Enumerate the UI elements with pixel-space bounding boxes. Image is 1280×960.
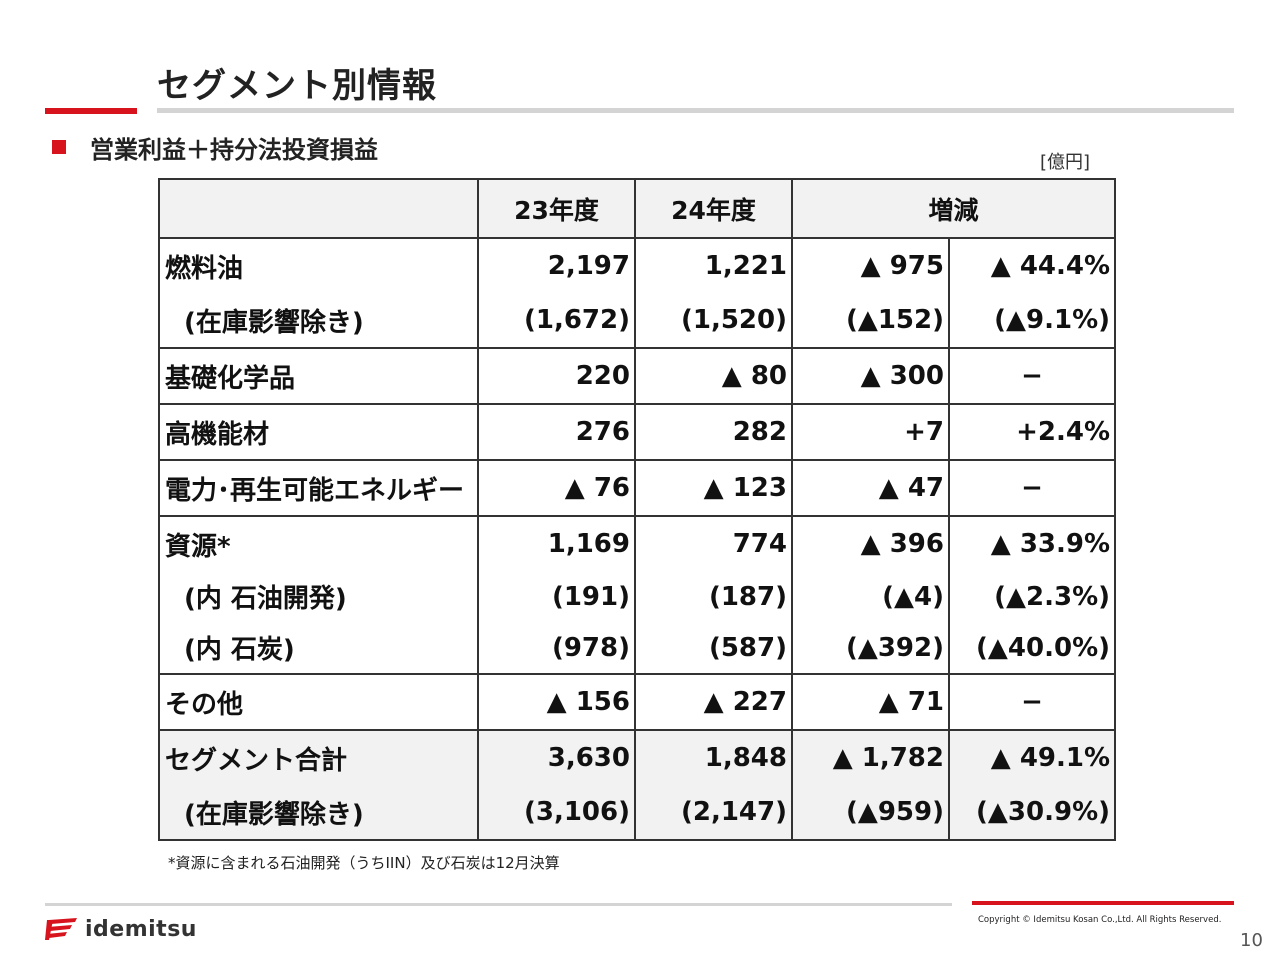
idemitsu-logo-icon <box>45 918 77 940</box>
header-segment <box>158 178 479 239</box>
fy23-value: 276 <box>477 403 636 460</box>
fy24-value: 774 <box>634 515 793 571</box>
header-fy23: 23年度 <box>477 178 636 239</box>
fy23-value: (978) <box>477 622 636 674</box>
fy24-value: (2,147) <box>634 785 793 841</box>
change-percent: (▲9.1%) <box>947 293 1117 348</box>
fy23-value: 3,630 <box>477 729 636 785</box>
table-row: 燃料油 2,197 1,221 ▲ 975 ▲ 44.4% <box>158 237 1117 293</box>
fy24-value: (187) <box>634 571 793 622</box>
table-row: その他 ▲ 156 ▲ 227 ▲ 71 − <box>158 673 1117 730</box>
fy23-value: 1,169 <box>477 515 636 571</box>
fy24-value: ▲ 227 <box>634 673 793 730</box>
change-percent: ▲ 49.1% <box>947 729 1117 785</box>
page-number: 10 <box>1240 930 1263 951</box>
unit-label: [億円] <box>1040 152 1091 173</box>
company-logo: idemitsu <box>45 916 197 942</box>
row-label: (内 石炭) <box>158 622 479 674</box>
fy23-value: 2,197 <box>477 237 636 293</box>
change-percent: ▲ 33.9% <box>947 515 1117 571</box>
row-label: 高機能材 <box>158 403 479 460</box>
segment-table: 23年度 24年度 増減 燃料油 2,197 1,221 ▲ 975 ▲ 44.… <box>158 178 1117 841</box>
header-change: 増減 <box>790 178 1117 239</box>
copyright: Copyright © Idemitsu Kosan Co.,Ltd. All … <box>978 915 1222 925</box>
row-label: セグメント合計 <box>158 729 479 785</box>
section-title: 営業利益＋持分法投資損益 <box>90 136 378 164</box>
footer-accent-bar <box>972 901 1234 905</box>
fy24-value: (1,520) <box>634 293 793 348</box>
change-percent: (▲2.3%) <box>947 571 1117 622</box>
row-label: 電力･再生可能エネルギー <box>158 459 479 516</box>
row-label: 基礎化学品 <box>158 347 479 404</box>
fy24-value: ▲ 80 <box>634 347 793 404</box>
change-value: ▲ 71 <box>791 673 950 730</box>
table-row: (内 石油開発) (191) (187) (▲4) (▲2.3%) <box>158 571 1117 622</box>
footer-divider <box>45 903 952 906</box>
fy24-value: ▲ 123 <box>634 459 793 516</box>
page-title: セグメント別情報 <box>157 66 437 106</box>
change-percent: − <box>947 673 1117 730</box>
change-value: ▲ 300 <box>791 347 950 404</box>
fy23-value: ▲ 156 <box>477 673 636 730</box>
change-percent: (▲30.9%) <box>947 785 1117 841</box>
table-row-total: セグメント合計 3,630 1,848 ▲ 1,782 ▲ 49.1% <box>158 729 1117 785</box>
title-divider <box>157 108 1234 113</box>
table-row: 基礎化学品 220 ▲ 80 ▲ 300 − <box>158 347 1117 404</box>
row-label: 資源* <box>158 515 479 571</box>
table-row: 電力･再生可能エネルギー ▲ 76 ▲ 123 ▲ 47 − <box>158 459 1117 516</box>
change-value: ▲ 1,782 <box>791 729 950 785</box>
fy23-value: (1,672) <box>477 293 636 348</box>
fy24-value: (587) <box>634 622 793 674</box>
fy23-value: (191) <box>477 571 636 622</box>
table-row: (内 石炭) (978) (587) (▲392) (▲40.0%) <box>158 622 1117 674</box>
footnote: *資源に含まれる石油開発（うちIIN）及び石炭は12月決算 <box>168 854 560 872</box>
fy23-value: 220 <box>477 347 636 404</box>
title-accent-bar <box>45 108 137 114</box>
change-value: ▲ 396 <box>791 515 950 571</box>
section-bullet-icon <box>52 140 66 154</box>
change-percent: +2.4% <box>947 403 1117 460</box>
change-percent: − <box>947 347 1117 404</box>
fy24-value: 1,848 <box>634 729 793 785</box>
fy23-value: (3,106) <box>477 785 636 841</box>
change-value: (▲392) <box>791 622 950 674</box>
row-label: (在庫影響除き) <box>158 293 479 348</box>
fy24-value: 1,221 <box>634 237 793 293</box>
table-row-total-excl: (在庫影響除き) (3,106) (2,147) (▲959) (▲30.9%) <box>158 785 1117 841</box>
row-label: その他 <box>158 673 479 730</box>
row-label: (在庫影響除き) <box>158 785 479 841</box>
row-label: (内 石油開発) <box>158 571 479 622</box>
change-value: ▲ 975 <box>791 237 950 293</box>
fy24-value: 282 <box>634 403 793 460</box>
table-row: 資源* 1,169 774 ▲ 396 ▲ 33.9% <box>158 515 1117 571</box>
header-fy24: 24年度 <box>634 178 793 239</box>
change-value: +7 <box>791 403 950 460</box>
change-percent: − <box>947 459 1117 516</box>
fy23-value: ▲ 76 <box>477 459 636 516</box>
change-value: (▲959) <box>791 785 950 841</box>
change-value: (▲152) <box>791 293 950 348</box>
table-row: 高機能材 276 282 +7 +2.4% <box>158 403 1117 460</box>
change-percent: ▲ 44.4% <box>947 237 1117 293</box>
change-value: (▲4) <box>791 571 950 622</box>
row-label: 燃料油 <box>158 237 479 293</box>
logo-wordmark: idemitsu <box>85 916 197 942</box>
change-value: ▲ 47 <box>791 459 950 516</box>
table-header-row: 23年度 24年度 増減 <box>158 178 1117 239</box>
change-percent: (▲40.0%) <box>947 622 1117 674</box>
table-row: (在庫影響除き) (1,672) (1,520) (▲152) (▲9.1%) <box>158 293 1117 348</box>
